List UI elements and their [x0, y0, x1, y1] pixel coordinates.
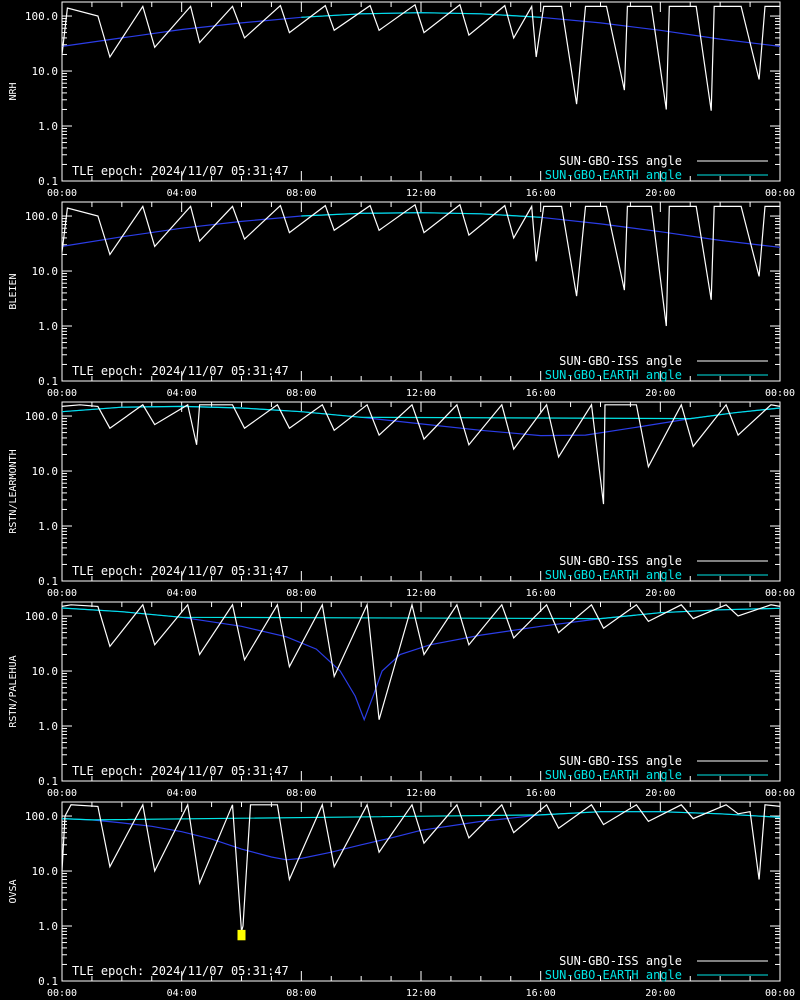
y-tick-label: 100.0 — [25, 610, 58, 623]
y-tick-label: 0.1 — [38, 775, 58, 788]
x-tick-label: 12:00 — [406, 388, 436, 399]
y-tick-label: 100.0 — [25, 810, 58, 823]
y-axis-label: NRH — [8, 82, 19, 100]
x-tick-label: 00:00 — [765, 188, 795, 199]
chart-panel-1: 0.1 1.0 10.0 100.0 00:00 04:00 08:00 12:00 16:00… — [8, 1, 795, 199]
x-tick-label: 12:00 — [406, 588, 436, 599]
x-tick-label: 00:00 — [765, 388, 795, 399]
legend-label: SUN-GBO-ISS angle — [559, 754, 682, 768]
series-line-earth-overlap — [61, 405, 781, 420]
legend-label: SUN-GBO-EARTH angle — [545, 368, 682, 382]
tle-epoch-text: TLE epoch: 2024/11/07 05:31:47 — [72, 564, 289, 578]
x-tick-label: 12:00 — [406, 788, 436, 799]
x-tick-label: 00:00 — [47, 788, 77, 799]
x-tick-label: 04:00 — [167, 388, 197, 399]
y-tick-label: 10.0 — [32, 665, 59, 678]
tle-epoch-text: TLE epoch: 2024/11/07 05:31:47 — [72, 964, 289, 978]
legend-label: SUN-GBO-ISS angle — [559, 154, 682, 168]
y-tick-label: 100.0 — [25, 10, 58, 23]
x-tick-label: 00:00 — [47, 188, 77, 199]
x-tick-label: 08:00 — [286, 188, 316, 199]
y-tick-label: 1.0 — [38, 520, 58, 533]
x-tick-label: 20:00 — [645, 788, 675, 799]
y-tick-label: 1.0 — [38, 320, 58, 333]
x-tick-label: 16:00 — [526, 188, 556, 199]
x-tick-label: 00:00 — [47, 388, 77, 399]
x-tick-label: 16:00 — [526, 388, 556, 399]
legend-label: SUN-GBO-EARTH angle — [545, 968, 682, 982]
y-tick-label: 0.1 — [38, 175, 58, 188]
legend-label: SUN-GBO-EARTH angle — [545, 768, 682, 782]
x-tick-label: 08:00 — [286, 788, 316, 799]
x-tick-label: 00:00 — [765, 788, 795, 799]
x-tick-label: 20:00 — [645, 188, 675, 199]
y-tick-label: 10.0 — [32, 465, 59, 478]
y-axis-label: BLEIEN — [8, 273, 19, 309]
tle-epoch-text: TLE epoch: 2024/11/07 05:31:47 — [72, 764, 289, 778]
y-tick-label: 10.0 — [32, 265, 59, 278]
series-line-iss — [61, 203, 780, 327]
x-tick-label: 12:00 — [406, 988, 436, 999]
x-tick-label: 00:00 — [765, 588, 795, 599]
y-axis-label: RSTN/PALEHUA — [8, 655, 19, 727]
tle-epoch-text: TLE epoch: 2024/11/07 05:31:47 — [72, 164, 289, 178]
x-tick-label: 04:00 — [167, 988, 197, 999]
y-tick-label: 100.0 — [25, 410, 58, 423]
highlight-marker — [237, 929, 246, 941]
series-line-earth-overlap — [61, 607, 781, 620]
x-tick-label: 16:00 — [526, 788, 556, 799]
legend-label: SUN-GBO-EARTH angle — [545, 168, 682, 182]
series-line-iss — [61, 802, 781, 932]
x-tick-label: 20:00 — [645, 588, 675, 599]
chart-panel-5: 0.1 1.0 10.0 100.0 00:00 04:00 08:00 12:00 16:00… — [8, 801, 795, 999]
x-tick-label: 16:00 — [526, 588, 556, 599]
x-tick-label: 08:00 — [286, 388, 316, 399]
tle-epoch-text: TLE epoch: 2024/11/07 05:31:47 — [72, 364, 289, 378]
legend-label: SUN-GBO-ISS angle — [559, 554, 682, 568]
y-axis-label: RSTN/LEARMONTH — [8, 449, 19, 533]
y-tick-label: 0.1 — [38, 375, 58, 388]
x-tick-label: 16:00 — [526, 988, 556, 999]
series-line-iss — [61, 602, 781, 720]
x-tick-label: 20:00 — [645, 388, 675, 399]
y-tick-label: 10.0 — [32, 865, 59, 878]
x-tick-label: 04:00 — [167, 588, 197, 599]
y-tick-label: 0.1 — [38, 575, 58, 588]
x-tick-label: 00:00 — [765, 988, 795, 999]
series-line-earth-overlap — [301, 212, 541, 218]
series-line-earth-overlap — [301, 12, 541, 18]
chart-panel-3: 0.1 1.0 10.0 100.0 00:00 04:00 08:00 12:00 16:00… — [8, 401, 795, 599]
x-tick-label: 00:00 — [47, 988, 77, 999]
y-tick-label: 1.0 — [38, 920, 58, 933]
x-tick-label: 20:00 — [645, 988, 675, 999]
x-tick-label: 12:00 — [406, 188, 436, 199]
chart-panel-4: 0.1 1.0 10.0 100.0 00:00 04:00 08:00 12:00 16:00… — [8, 601, 795, 799]
chart-panel-2: 0.1 1.0 10.0 100.0 00:00 04:00 08:00 12:00 16:00… — [8, 201, 795, 399]
series-line-earth-overlap — [61, 811, 781, 821]
x-tick-label: 00:00 — [47, 588, 77, 599]
legend-label: SUN-GBO-EARTH angle — [545, 568, 682, 582]
y-tick-label: 10.0 — [32, 65, 59, 78]
y-tick-label: 100.0 — [25, 210, 58, 223]
y-axis-label: OVSA — [8, 879, 19, 903]
legend-label: SUN-GBO-ISS angle — [559, 954, 682, 968]
y-tick-label: 0.1 — [38, 975, 58, 988]
y-tick-label: 1.0 — [38, 120, 58, 133]
x-tick-label: 08:00 — [286, 988, 316, 999]
x-tick-label: 04:00 — [167, 188, 197, 199]
y-tick-label: 1.0 — [38, 720, 58, 733]
series-line-iss — [61, 3, 780, 111]
series-line-earth — [61, 607, 781, 722]
x-tick-label: 08:00 — [286, 588, 316, 599]
series-line-iss — [61, 403, 781, 505]
legend-label: SUN-GBO-ISS angle — [559, 354, 682, 368]
x-tick-label: 04:00 — [167, 788, 197, 799]
